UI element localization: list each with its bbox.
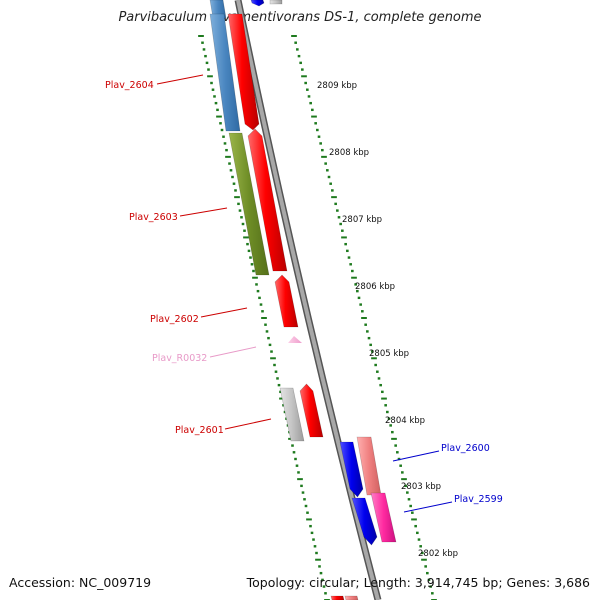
- feature-plav-2604-cds: [227, 13, 260, 131]
- leader-plav-2600: [392, 450, 440, 462]
- scale-label-2803: 2803 kbp: [401, 482, 441, 492]
- feature-top-gray: [269, 0, 283, 5]
- feature-plav-2603-category: [228, 132, 270, 276]
- feature-bottom-salmon: [344, 595, 359, 600]
- genome-summary-text: Topology: circular; Length: 3,914,745 bp…: [246, 575, 590, 590]
- map-title: Parvibaculum lavamentivorans DS-1, compl…: [118, 10, 482, 25]
- backbone-core: [236, 0, 380, 600]
- feature-plav-2602-cds: [274, 274, 299, 328]
- scale-label-2805: 2805 kbp: [369, 349, 409, 359]
- scale-label-2807: 2807 kbp: [342, 215, 382, 225]
- leader-plav-2602: [200, 307, 248, 318]
- gene-label-plav-r0032[interactable]: Plav_R0032: [152, 353, 207, 364]
- scale-ticks: [198, 35, 437, 600]
- leader-plav-2601: [224, 418, 272, 430]
- gene-label-plav-2602[interactable]: Plav_2602: [150, 314, 199, 325]
- feature-plav-2604-category: [209, 13, 241, 132]
- scale-label-2806: 2806 kbp: [355, 282, 395, 292]
- leader-plav-r0032: [209, 346, 257, 358]
- feature-plav-2601-category: [279, 387, 305, 442]
- feature-top-blue: [250, 0, 265, 7]
- feature-bottom-red: [330, 595, 345, 600]
- feature-plav-2600-cds: [339, 441, 364, 498]
- leader-plav-2603: [179, 207, 228, 217]
- genome-backbone: [234, 0, 382, 600]
- feature-plav-r0032: [288, 336, 302, 343]
- feature-plav-2599-category: [370, 492, 397, 543]
- feature-plav-2601-cds: [299, 383, 324, 438]
- feature-plav-2603-cds: [247, 128, 288, 272]
- gene-label-plav-2600[interactable]: Plav_2600: [441, 443, 490, 454]
- accession-text: Accession: NC_009719: [9, 575, 152, 590]
- feature-top-steel: [209, 0, 227, 19]
- gene-features: [209, 0, 397, 600]
- feature-plav-2599-cds: [351, 497, 378, 546]
- gene-label-plav-2601[interactable]: Plav_2601: [175, 425, 224, 436]
- scale-label-2804: 2804 kbp: [385, 416, 425, 426]
- gene-label-plav-2599[interactable]: Plav_2599: [454, 494, 503, 505]
- scale-label-2802: 2802 kbp: [418, 549, 458, 559]
- gene-label-plav-2603[interactable]: Plav_2603: [129, 212, 178, 223]
- scale-label-2809: 2809 kbp: [317, 81, 357, 91]
- leader-plav-2604: [156, 74, 204, 85]
- leader-plav-2599: [403, 501, 453, 513]
- gene-label-plav-2604[interactable]: Plav_2604: [105, 80, 154, 91]
- scale-label-2808: 2808 kbp: [329, 148, 369, 158]
